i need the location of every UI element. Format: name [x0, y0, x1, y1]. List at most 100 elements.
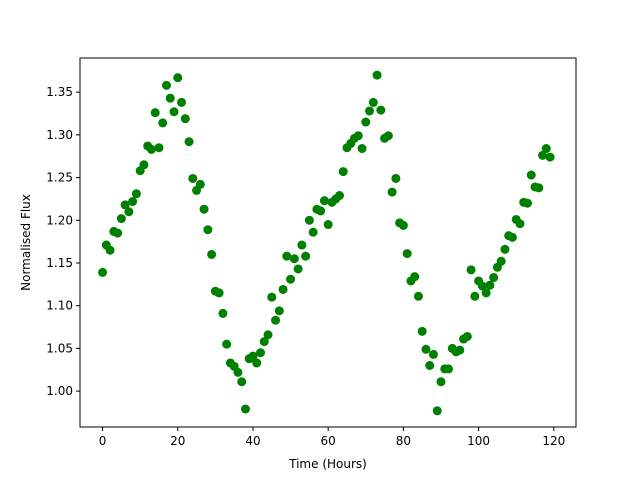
- data-point: [413, 291, 423, 301]
- data-point: [319, 196, 329, 206]
- data-point: [334, 191, 344, 201]
- data-point: [169, 107, 179, 117]
- y-tick-label: 1.05: [46, 341, 73, 355]
- data-points: [98, 70, 555, 416]
- y-tick-label: 1.20: [46, 213, 73, 227]
- x-tick-label: 40: [245, 434, 260, 448]
- data-point: [274, 306, 284, 316]
- data-point: [507, 232, 517, 242]
- data-point: [301, 251, 311, 261]
- data-point: [455, 345, 465, 355]
- data-point: [233, 367, 243, 377]
- data-point: [131, 189, 141, 199]
- data-point: [368, 97, 378, 107]
- data-point: [184, 137, 194, 147]
- data-point: [444, 364, 454, 374]
- data-point: [353, 131, 363, 141]
- data-point: [308, 227, 318, 237]
- x-tick-label: 0: [99, 434, 107, 448]
- y-tick-label: 1.00: [46, 384, 73, 398]
- data-point: [383, 131, 393, 141]
- data-point: [361, 117, 371, 127]
- y-axis-ticks: 1.00 1.05 1.10 1.15 1.20 1.25 1.30 1.35: [46, 85, 80, 398]
- y-tick-label: 1.30: [46, 128, 73, 142]
- data-point: [316, 206, 326, 216]
- data-point: [199, 204, 209, 214]
- data-point: [526, 170, 536, 180]
- data-point: [150, 108, 160, 118]
- data-point: [116, 214, 126, 224]
- data-point: [477, 281, 487, 291]
- data-point: [293, 264, 303, 274]
- data-point: [436, 377, 446, 387]
- data-point: [165, 93, 175, 103]
- data-point: [120, 200, 130, 210]
- data-point: [286, 274, 296, 284]
- data-point: [252, 358, 262, 368]
- data-point: [177, 97, 187, 107]
- x-axis-ticks: 0 20 40 60 80 100 120: [99, 427, 565, 448]
- data-point: [237, 377, 247, 387]
- data-point: [466, 265, 476, 275]
- data-point: [421, 344, 431, 354]
- data-point: [289, 254, 299, 264]
- data-point: [105, 245, 115, 255]
- data-point: [398, 220, 408, 230]
- data-point: [402, 249, 412, 259]
- data-point: [271, 315, 281, 325]
- y-axis-label: Normalised Flux: [19, 194, 33, 291]
- data-point: [256, 348, 265, 358]
- data-point: [365, 106, 375, 116]
- data-point: [545, 152, 555, 162]
- x-tick-label: 100: [467, 434, 490, 448]
- data-point: [282, 251, 292, 261]
- data-point: [462, 331, 472, 341]
- data-point: [146, 144, 156, 154]
- data-point: [263, 330, 273, 340]
- plot-frame: [79, 57, 577, 428]
- x-tick-label: 120: [542, 434, 565, 448]
- data-point: [139, 160, 149, 170]
- x-axis-label: Time (Hours): [288, 457, 367, 471]
- data-point: [173, 73, 183, 83]
- data-point: [372, 70, 382, 80]
- data-point: [180, 114, 190, 124]
- data-point: [240, 404, 250, 414]
- data-point: [161, 80, 171, 90]
- data-point: [522, 198, 532, 208]
- data-point: [500, 244, 510, 254]
- data-point: [207, 249, 217, 259]
- data-point: [387, 187, 397, 197]
- x-tick-label: 20: [170, 434, 185, 448]
- data-point: [188, 173, 198, 183]
- data-point: [195, 179, 205, 189]
- data-point: [304, 215, 314, 225]
- data-point: [515, 219, 525, 229]
- data-point: [541, 144, 551, 154]
- data-point: [425, 361, 435, 370]
- data-point: [278, 284, 288, 294]
- y-tick-label: 1.10: [46, 299, 73, 313]
- data-point: [357, 144, 367, 154]
- data-point: [481, 288, 491, 298]
- data-point: [154, 143, 164, 153]
- y-tick-label: 1.35: [46, 85, 73, 99]
- data-point: [410, 272, 420, 282]
- data-point: [323, 220, 333, 230]
- data-point: [338, 167, 348, 177]
- data-point: [391, 173, 401, 183]
- data-point: [432, 406, 442, 416]
- data-point: [128, 197, 138, 206]
- data-point: [158, 118, 168, 128]
- data-point: [428, 349, 438, 359]
- x-tick-label: 60: [321, 434, 336, 448]
- data-point: [259, 337, 269, 347]
- data-point: [538, 150, 548, 160]
- data-point: [496, 256, 506, 266]
- data-point: [534, 183, 544, 193]
- data-point: [485, 280, 495, 290]
- data-point: [222, 339, 232, 349]
- y-tick-label: 1.15: [46, 256, 73, 270]
- data-point: [417, 326, 427, 336]
